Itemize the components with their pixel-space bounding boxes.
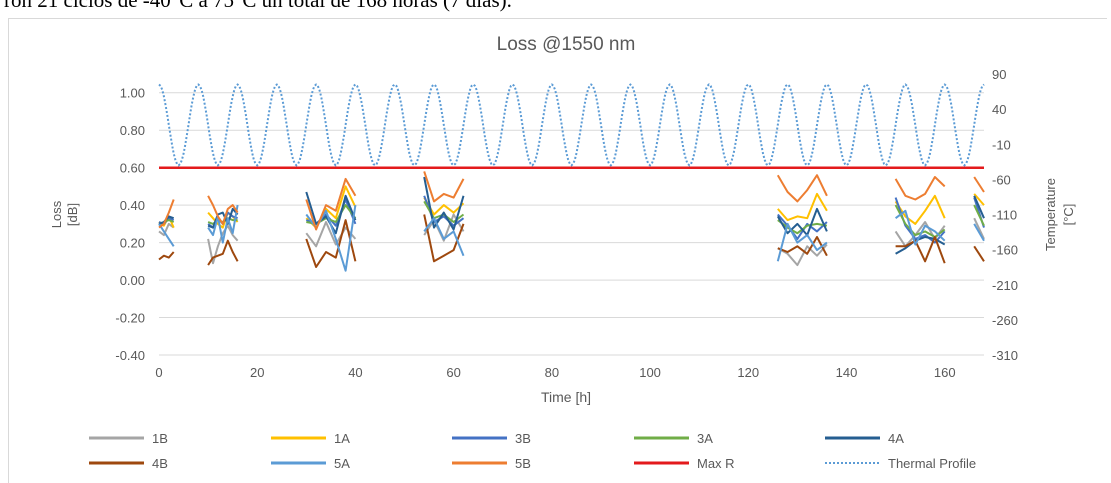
legend-label: 4B (152, 456, 168, 471)
y2-tick-label: -110 (992, 208, 1017, 223)
legend-item: Max R (634, 456, 735, 471)
y-tick-label: 0.00 (120, 273, 145, 288)
y2-tick-label: -60 (992, 172, 1011, 187)
legend-item: 1B (89, 431, 168, 446)
series-5a-line (207, 204, 239, 244)
y2-tick-label: -260 (992, 313, 1018, 328)
series-1a-line (894, 194, 946, 225)
legend-label: 3B (515, 431, 531, 446)
series-5b-line (894, 176, 946, 201)
y-axis-title-text: Loss[dB] (49, 200, 80, 228)
y-tick-label: -0.20 (115, 311, 145, 326)
series-5b-line (207, 195, 239, 225)
series-5a-line (973, 223, 985, 242)
y2-tick-label: -160 (992, 243, 1018, 258)
series-1b-line (207, 224, 239, 265)
series-4b-line (158, 251, 175, 261)
y-axis-title: Loss[dB] (49, 200, 80, 228)
x-tick-label: 160 (934, 365, 956, 380)
series-lines (158, 83, 985, 272)
legend-label: 1B (152, 431, 168, 446)
y-tick-label: 1.00 (120, 86, 145, 101)
y-axis-title-line: Loss (49, 200, 64, 228)
x-tick-label: 40 (348, 365, 362, 380)
series-5a-line (158, 223, 175, 247)
series-1b-line (158, 222, 175, 237)
series-4b-line (305, 219, 357, 268)
legend-label: Max R (697, 456, 735, 471)
y2-axis-title-line: [°C] (1061, 204, 1076, 226)
series-4b-line (777, 236, 828, 257)
legend-item: 4B (89, 456, 168, 471)
y-tick-label: 0.40 (120, 198, 145, 213)
legend-label: 5B (515, 456, 531, 471)
y2-axis-title: Temperature [°C] (1043, 178, 1076, 251)
x-tick-label: 60 (446, 365, 460, 380)
x-tick-label: 0 (155, 365, 162, 380)
legend-label: 1A (334, 431, 350, 446)
legend: 1B 1A 3B 3A 4A 4B 5A 5B Max R Thermal Profile (89, 431, 976, 471)
x-tick-label: 120 (737, 365, 759, 380)
x-axis-title: Time [h] (541, 389, 591, 405)
x-tick-label: 100 (639, 365, 661, 380)
series-1a-line (973, 193, 985, 206)
series-1b-line (777, 243, 828, 267)
y-tick-label: 0.20 (120, 236, 145, 251)
legend-item: 4A (825, 431, 904, 446)
x-tick-label: 20 (250, 365, 264, 380)
document-caption-fragment: ron 21 ciclos de -40°C a 75°C un total d… (4, 0, 512, 12)
y-tick-label: 0.60 (120, 161, 145, 176)
legend-item: 3A (634, 431, 713, 446)
series-1a-line (777, 192, 828, 222)
y2-tick-label: 90 (992, 67, 1006, 82)
legend-item: 1A (271, 431, 350, 446)
series-5b-line (305, 177, 357, 231)
series-3b-line (777, 213, 828, 240)
chart-title: Loss @1550 nm (497, 34, 636, 55)
y2-axis-title-line: Temperature (1043, 178, 1058, 251)
legend-label: 4A (888, 431, 904, 446)
right-axis-ticks: -310 -260 -210 -160 -110 -60 -10 40 90 (992, 67, 1018, 363)
y-axis-title-line: [dB] (65, 203, 80, 226)
legend-label: 3A (697, 431, 713, 446)
left-axis-ticks: -0.40 -0.20 0.00 0.20 0.40 0.60 0.80 1.00 (115, 86, 145, 363)
legend-item: 5A (271, 456, 350, 471)
legend-item: 3B (452, 431, 531, 446)
series-5b-line (973, 176, 985, 193)
y2-tick-label: -10 (992, 137, 1011, 152)
series-4a-line (973, 195, 985, 219)
grid-lines (159, 92, 984, 356)
y-tick-label: 0.80 (120, 123, 145, 138)
series-5a-line (423, 217, 465, 257)
y2-tick-label: -210 (992, 278, 1018, 293)
y2-tick-label: -310 (992, 348, 1018, 363)
series-thermal-profile-line (158, 83, 985, 167)
y-tick-label: -0.40 (115, 348, 145, 363)
chart-container: -0.40 -0.20 0.00 0.20 0.40 0.60 0.80 1.00 -310-… (8, 18, 1107, 483)
legend-label: Thermal Profile (888, 456, 976, 471)
x-tick-label: 140 (836, 365, 858, 380)
series-4b-line (895, 236, 946, 264)
series-4a-line (423, 176, 465, 231)
series-4b-line (973, 245, 985, 262)
loss-chart: -0.40-0.200.000.200.400.600.801.00 -310-… (49, 34, 1076, 471)
series-3a-line (894, 204, 946, 238)
series-5b-line (423, 171, 465, 203)
series-5b-line (776, 174, 828, 203)
series-5a-line (776, 222, 828, 262)
legend-label: 5A (334, 456, 350, 471)
series-4b-line (207, 239, 239, 266)
series-5a-line (894, 209, 946, 246)
x-tick-label: 80 (545, 365, 559, 380)
series-4a-line (207, 207, 239, 229)
x-axis-ticks: 0 20 40 60 80 100 120 140 160 (155, 365, 955, 380)
y2-tick-label: 40 (992, 102, 1006, 117)
series-1b-line (973, 217, 985, 240)
series-5b-line (158, 199, 175, 229)
series-3a-line (973, 204, 985, 227)
y2-axis-title-text: Temperature [°C] (1043, 178, 1076, 251)
legend-item: 5B (452, 456, 531, 471)
legend-item: Thermal Profile (825, 456, 976, 471)
